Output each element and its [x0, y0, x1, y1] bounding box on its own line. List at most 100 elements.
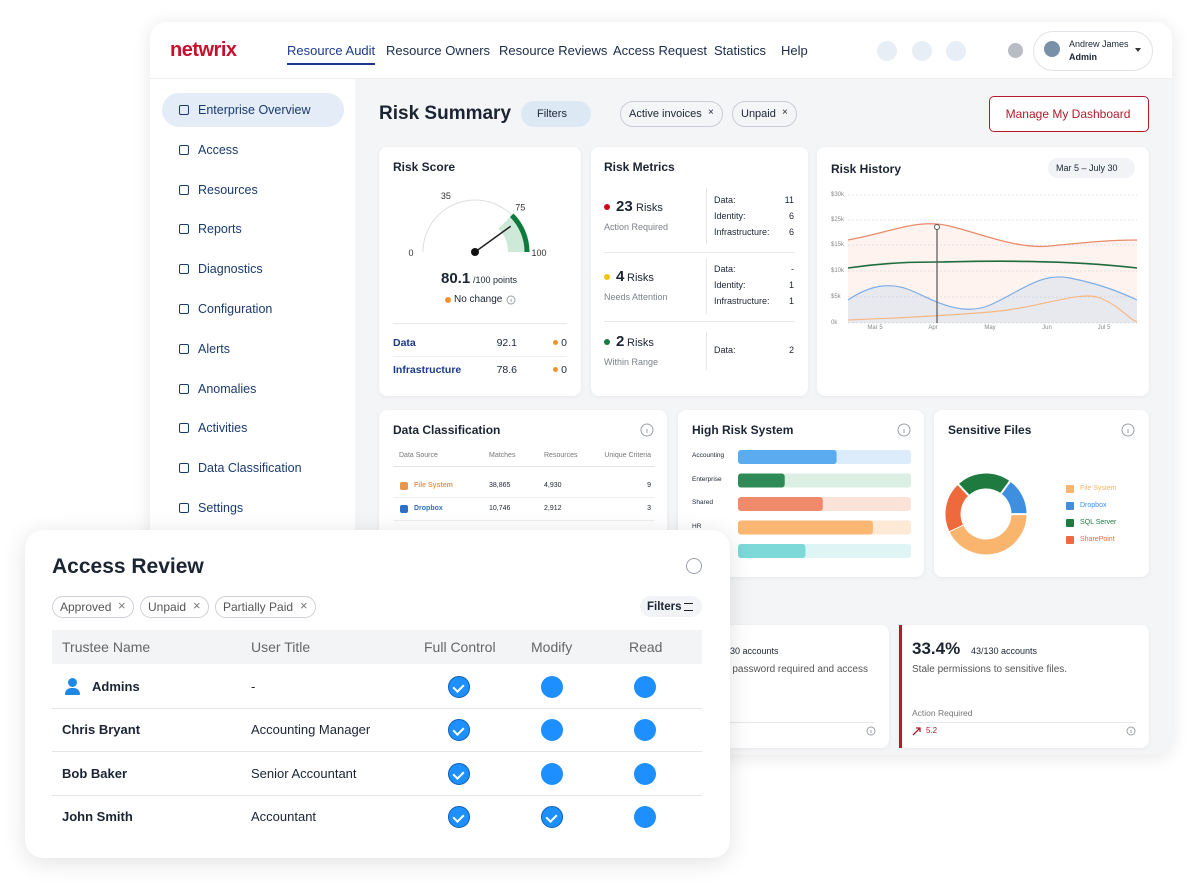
source-icon [400, 482, 408, 490]
filter-chip[interactable]: Unpaid [732, 101, 797, 127]
permission-toggle[interactable] [634, 719, 656, 742]
dashboard-button-label: Manage My Dashboard [1005, 107, 1131, 121]
divider [706, 188, 707, 244]
card-title: Risk Score [393, 160, 456, 174]
sidebar-item[interactable]: Diagnostics [198, 262, 263, 277]
row-divider [52, 751, 702, 753]
donut-segment [958, 473, 1010, 496]
gauge-tick-label: 0 [408, 248, 413, 258]
sidebar-item[interactable]: Configuration [198, 302, 273, 316]
detail-label: Infrastructure: [714, 296, 770, 306]
line [847, 260, 1138, 269]
bar [738, 520, 873, 535]
metric-unit: Risks [627, 337, 654, 349]
card-title: Data Classification [393, 423, 501, 437]
sidebar-item[interactable]: Activities [198, 421, 248, 436]
area [848, 276, 1137, 323]
card-title: Risk History [831, 162, 902, 176]
nav-tab[interactable]: Resource Owners [386, 43, 491, 58]
nav-icon[interactable] [877, 41, 897, 61]
filters-button[interactable] [521, 101, 591, 127]
sidebar-icon [179, 383, 189, 394]
card-title: Sensitive Files [948, 423, 1032, 437]
nav-tab[interactable]: Access Request [613, 43, 707, 58]
info-icon[interactable] [686, 558, 702, 574]
permission-toggle[interactable] [634, 805, 656, 828]
filter-chip[interactable]: Partially Paid [215, 596, 317, 618]
nav-tab[interactable]: Statistics [714, 43, 767, 58]
y-axis-label: 0k [831, 320, 838, 326]
donut-segment [1000, 481, 1027, 515]
nav-tab[interactable]: Resource Audit [287, 43, 376, 58]
nav-icon[interactable] [946, 41, 966, 61]
detail-value: 1 [788, 280, 794, 290]
sidebar-item[interactable]: Anomalies [198, 381, 257, 396]
access-review-card: Access Review Approved × Unpaid × Partially P… [25, 530, 730, 858]
detail-label: Data: [714, 195, 736, 205]
sidebar-icon [179, 304, 189, 314]
sidebar-item[interactable]: Data Classification [198, 461, 302, 476]
risk-metrics-card [591, 147, 808, 396]
gauge-zone-edge [509, 213, 530, 253]
gauge-zone [498, 215, 526, 253]
donut-segment [949, 513, 1027, 555]
filter-chip[interactable]: Unpaid [140, 596, 210, 618]
user-role: Admin [1069, 52, 1097, 62]
date-range-button[interactable] [1048, 158, 1135, 178]
permission-toggle[interactable] [448, 676, 470, 698]
column-header: Modify [531, 639, 573, 655]
y-axis-label: $5k [831, 294, 841, 300]
info-icon [1121, 423, 1135, 437]
permission-toggle[interactable] [634, 676, 656, 698]
sidebar-icon [179, 503, 189, 513]
sidebar-icon [179, 144, 189, 155]
filter-chip[interactable]: Active invoices [620, 101, 723, 127]
sidebar-item[interactable]: Reports [198, 222, 242, 237]
filter-chip[interactable]: Approved [52, 596, 135, 618]
permission-toggle[interactable] [541, 676, 563, 698]
page-title: Risk Summary [379, 103, 512, 124]
sidebar-item[interactable]: Settings [198, 501, 244, 515]
legend-label: Dropbox [1080, 502, 1107, 509]
permission-toggle[interactable] [541, 719, 563, 742]
info-icon [866, 726, 876, 736]
permission-toggle[interactable] [634, 762, 656, 785]
dashboard-button[interactable] [989, 96, 1149, 132]
detail-value: 6 [788, 211, 794, 221]
sidebar-item[interactable]: Resources [198, 182, 258, 197]
permission-toggle[interactable] [448, 719, 470, 742]
metric-dot [604, 204, 610, 210]
bar-label: Enterprise [692, 475, 722, 483]
nav-tab[interactable]: Resource Reviews [499, 43, 608, 58]
detail-label: Infrastructure: [714, 227, 770, 237]
sidebar-item[interactable]: Enterprise Overview [198, 103, 311, 117]
permission-toggle[interactable] [541, 762, 563, 785]
row-label: Infrastructure [393, 364, 462, 376]
sidebar-item[interactable]: Alerts [198, 341, 230, 356]
divider [604, 321, 794, 322]
trend-arrow [912, 727, 921, 736]
info-icon [506, 295, 516, 305]
help-icon[interactable] [1008, 43, 1023, 58]
score-status: No change [454, 294, 503, 305]
nav-icon[interactable] [912, 41, 932, 61]
donut-segment [945, 484, 969, 532]
permission-toggle[interactable] [541, 805, 563, 828]
x-axis-label: Apr [928, 325, 938, 331]
row-count: 0 [561, 337, 567, 349]
permission-toggle[interactable] [448, 762, 470, 785]
chip-close: × [300, 598, 308, 613]
detail-value: 11 [784, 195, 794, 205]
table-header: Data Source [399, 452, 438, 459]
detail-label: Data: [714, 345, 736, 355]
user-icon-body [65, 688, 80, 695]
permission-toggle[interactable] [448, 805, 470, 828]
score-unit: /100 points [473, 275, 518, 285]
metric-count: 23 [616, 198, 633, 215]
sidebar-item[interactable]: Access [198, 142, 239, 157]
gauge-tick-label: 75 [515, 203, 525, 213]
filters-button[interactable] [640, 596, 702, 617]
nav-tab[interactable]: Help [781, 43, 808, 58]
sidebar-icon [179, 343, 189, 354]
